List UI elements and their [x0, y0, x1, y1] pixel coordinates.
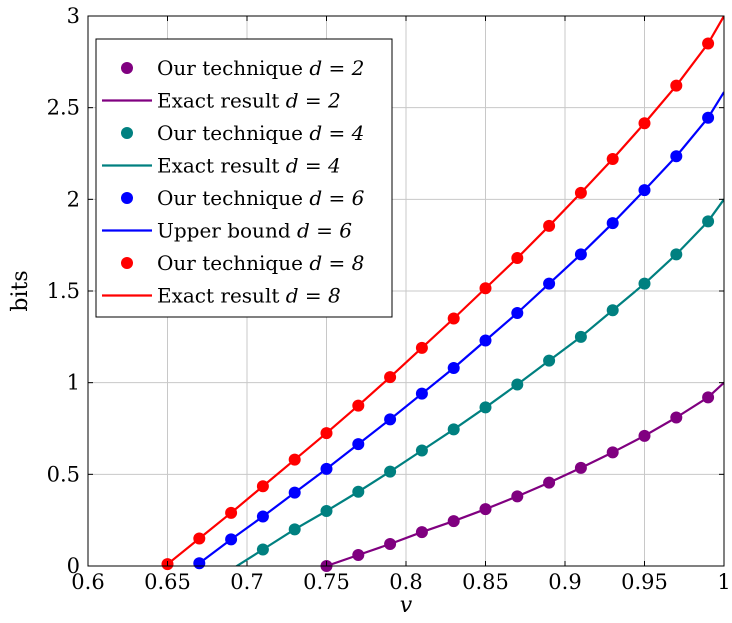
series-point	[606, 446, 619, 459]
legend-marker	[121, 257, 133, 269]
x-tick-label: 0.7	[230, 570, 263, 594]
series-point	[256, 510, 269, 523]
x-tick-label: 0.95	[621, 570, 668, 594]
series-point	[638, 117, 651, 130]
ticks: 0.6 0.65 0.7 0.75 0.8 0.85 0.9 0.95 1 0 0.5 1 1.5 2 2.…	[47, 4, 731, 594]
series-point	[352, 399, 365, 412]
legend-marker	[121, 127, 133, 139]
legend-label: Exact result d = 8	[157, 284, 341, 308]
series-point	[447, 362, 460, 374]
series-point	[638, 429, 651, 442]
series-point	[384, 413, 397, 426]
legend-label: Exact result d = 4	[157, 154, 341, 178]
x-tick-label: 0.65	[144, 570, 191, 594]
series-point	[384, 538, 397, 550]
series-point	[447, 312, 460, 325]
x-tick-label: 0.8	[389, 570, 422, 594]
series-point	[702, 215, 715, 228]
series-point	[638, 277, 651, 290]
x-tick-label: 0.85	[462, 570, 509, 594]
series-point	[574, 186, 587, 199]
series-point	[225, 506, 238, 519]
series-point	[670, 248, 683, 261]
series-point	[384, 371, 397, 384]
x-tick-label: 0.6	[71, 570, 104, 594]
series-point	[670, 150, 683, 163]
series-point	[670, 79, 683, 92]
y-tick-label: 2	[67, 187, 80, 211]
x-axis-label: v	[400, 593, 413, 618]
series-point	[352, 549, 365, 561]
series-point	[447, 515, 460, 528]
y-tick-label: 2.5	[47, 96, 80, 120]
series-point	[447, 423, 460, 436]
series-point	[574, 248, 587, 261]
series-point	[256, 480, 269, 493]
x-tick-label: 1	[717, 570, 730, 594]
series-point	[384, 465, 397, 478]
series-point	[288, 486, 301, 499]
series-point	[606, 217, 619, 230]
series-point	[479, 282, 492, 295]
series-point	[670, 411, 683, 424]
series-point	[511, 307, 524, 319]
series-point	[543, 354, 556, 367]
x-tick-label: 0.75	[303, 570, 350, 594]
legend: Our technique d = 2 Exact result d = 2 Our…	[95, 38, 393, 318]
legend-label: Upper bound d = 6	[157, 219, 352, 243]
series-layer	[161, 16, 724, 572]
legend-label: Our technique d = 4	[157, 121, 364, 145]
series-point	[574, 330, 587, 343]
series-point	[511, 252, 524, 264]
series-point	[511, 490, 524, 503]
series-point	[638, 184, 651, 197]
y-tick-label: 0.5	[47, 462, 80, 486]
series-point	[415, 341, 428, 354]
series-point	[702, 37, 715, 50]
series-point	[606, 153, 619, 165]
series-point	[288, 453, 301, 466]
legend-label: Our technique d = 2	[157, 56, 364, 80]
series-point	[352, 485, 365, 498]
series-point	[543, 476, 556, 489]
series-point	[702, 111, 715, 124]
series-point	[225, 533, 238, 546]
y-tick-label: 1	[67, 371, 80, 395]
legend-marker	[121, 62, 133, 74]
series-point	[543, 277, 556, 290]
series-point	[511, 378, 524, 391]
series-point	[606, 304, 619, 317]
series-point	[193, 532, 206, 545]
series-point	[479, 503, 492, 516]
series-point	[352, 438, 365, 451]
series-point	[256, 543, 269, 556]
y-tick-label: 3	[67, 4, 80, 28]
series-point	[574, 461, 587, 474]
series-point	[288, 523, 301, 536]
series-point	[479, 401, 492, 414]
series-point	[543, 219, 556, 232]
series-point	[415, 387, 428, 400]
y-tick-label: 1.5	[47, 279, 80, 303]
series-point	[320, 505, 333, 517]
series-point	[320, 462, 333, 475]
y-tick-label: 0	[67, 554, 80, 578]
legend-marker	[121, 192, 133, 204]
y-axis-label: bits	[8, 270, 33, 311]
series-point	[193, 557, 206, 570]
legend-label: Our technique d = 6	[157, 186, 365, 210]
legend-label: Our technique d = 8	[157, 251, 364, 275]
legend-label: Exact result d = 2	[157, 89, 341, 113]
x-tick-label: 0.9	[548, 570, 581, 594]
series-point	[415, 444, 428, 457]
series-point	[702, 391, 715, 404]
legend-box	[95, 38, 393, 318]
series-point	[479, 334, 492, 347]
series-point	[415, 526, 428, 539]
series-point	[320, 427, 333, 440]
